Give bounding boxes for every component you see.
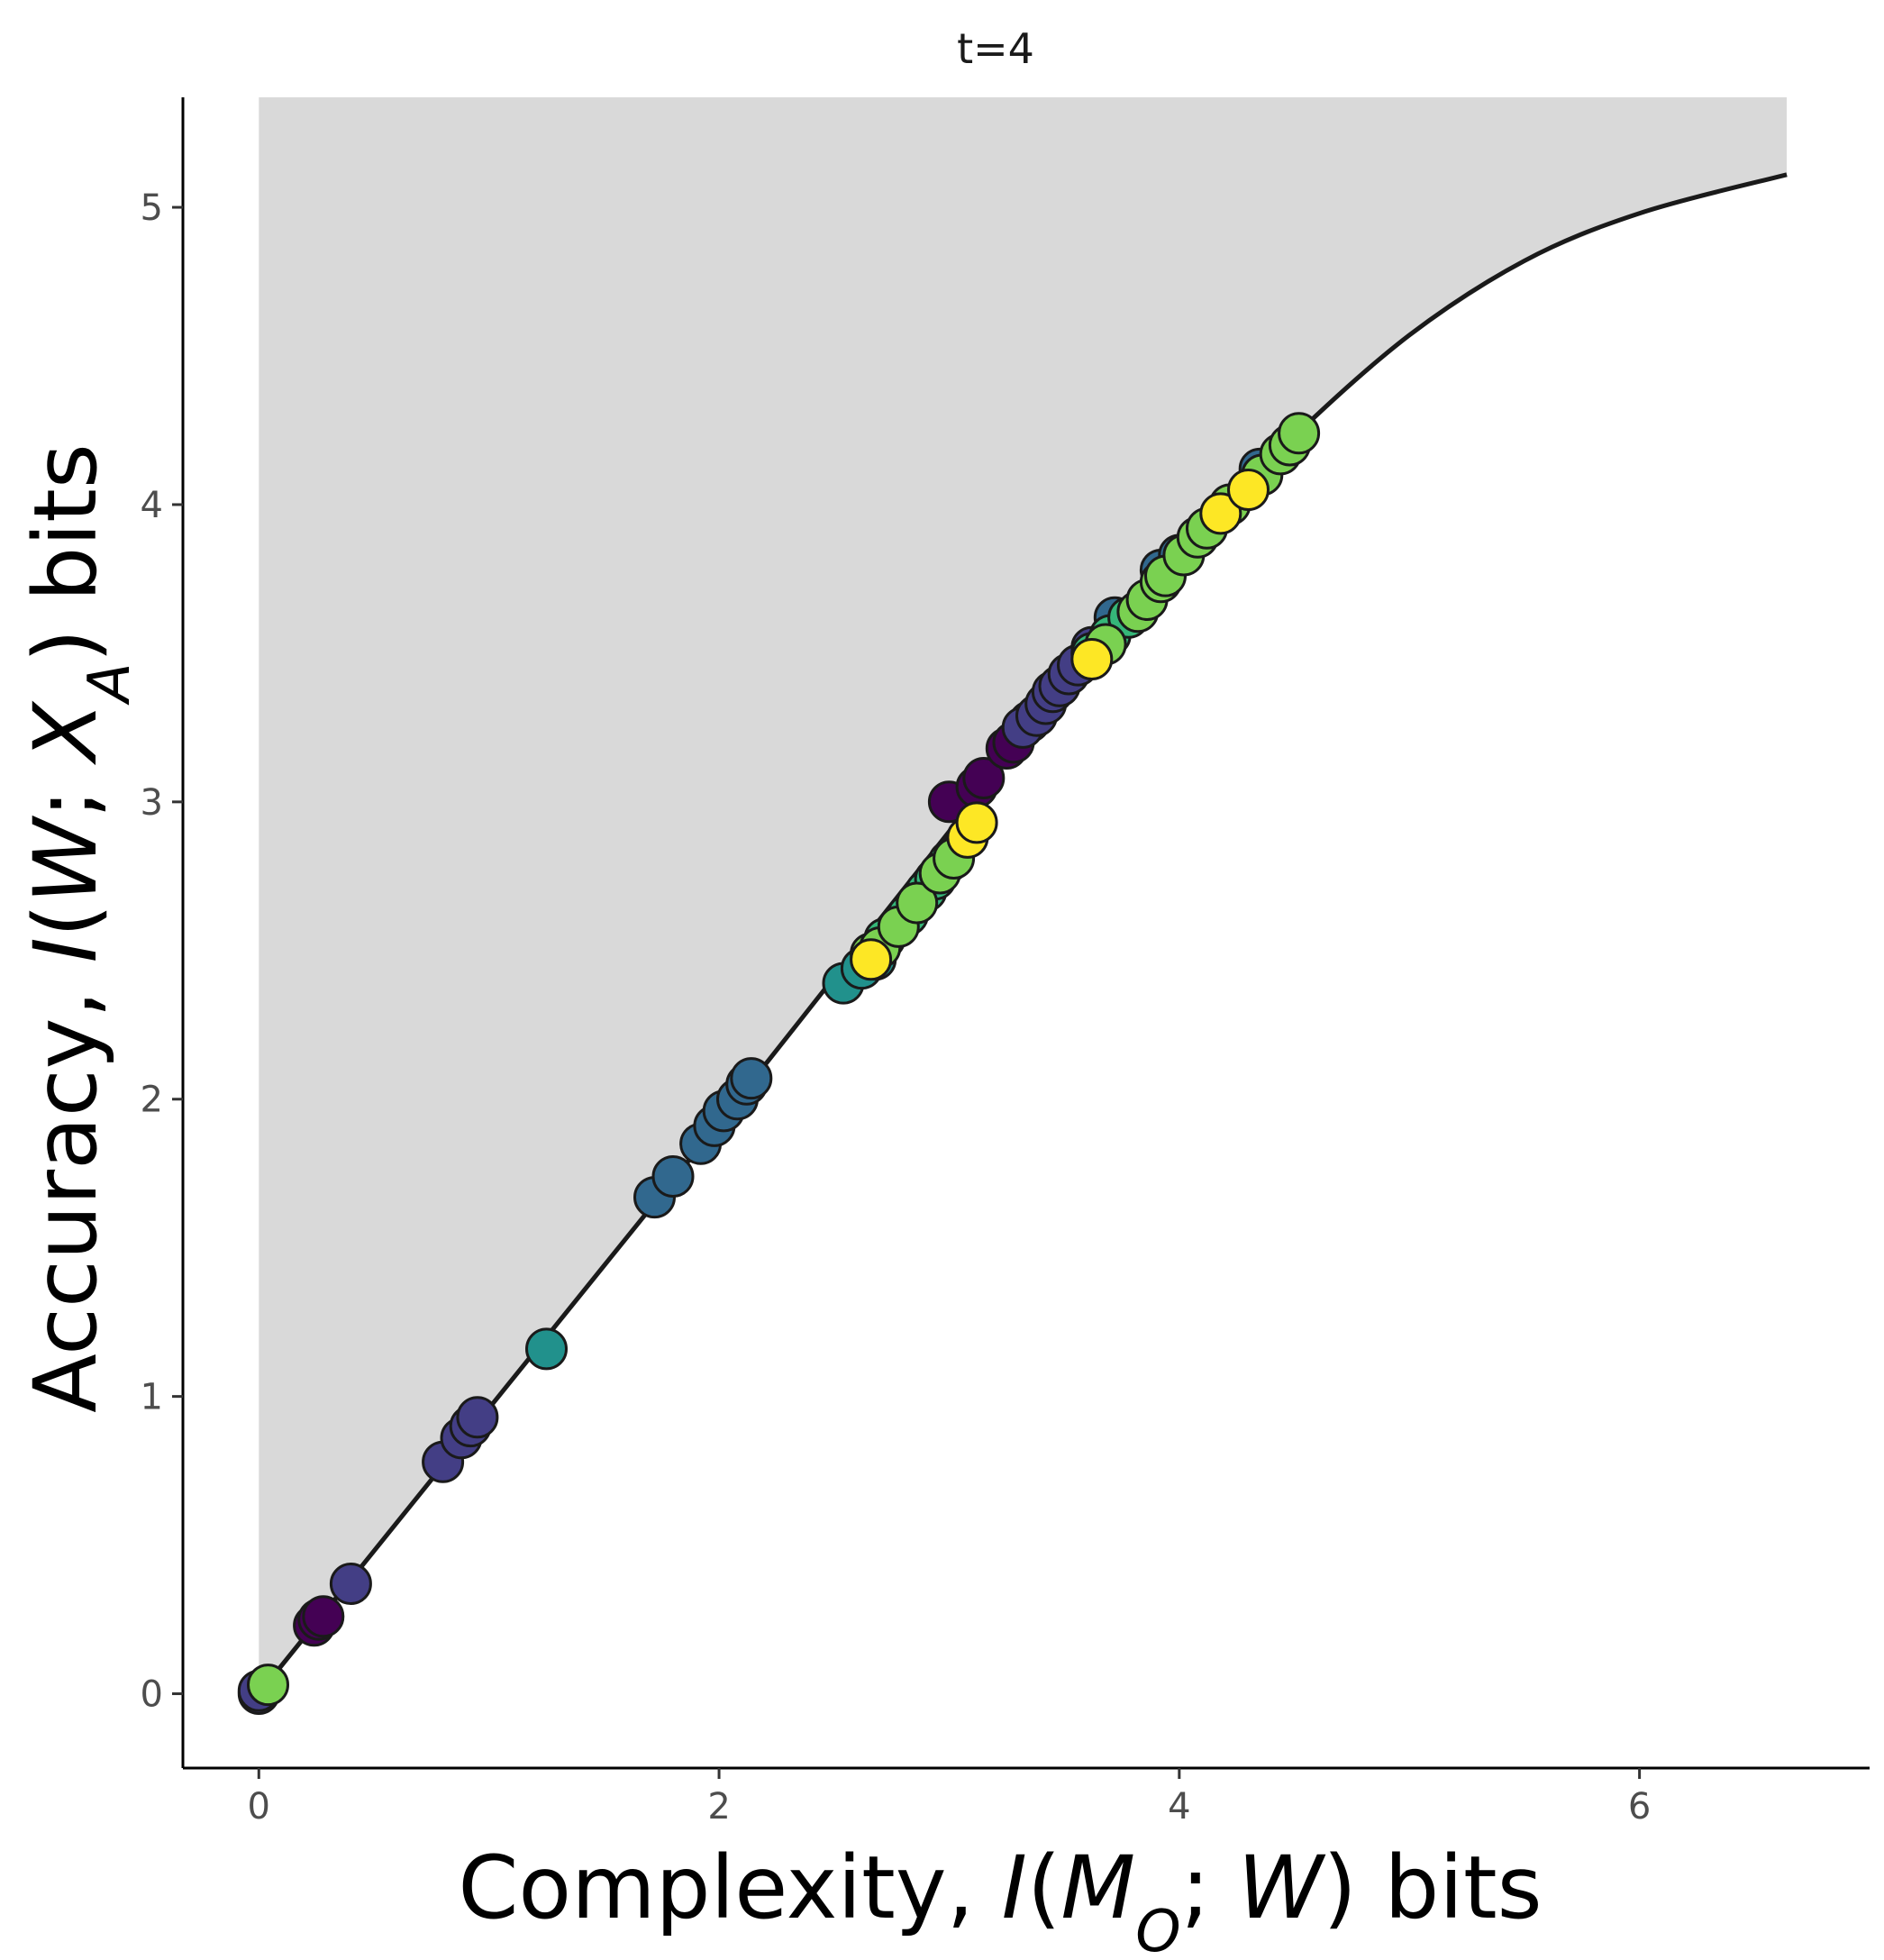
data-point [247,1664,289,1707]
data-point [896,881,939,925]
y-axis-ticks: 0 1 2 3 4 5 [141,187,183,1716]
data-point [955,801,998,844]
data-point [525,1327,568,1371]
x-axis-title: Complexity, I(MO; W) bits [458,1837,1542,1960]
data-point [1070,638,1114,680]
data-point [730,1057,773,1100]
feasible-region [259,97,1788,1694]
data-point [1227,469,1270,511]
axes: 0 2 4 6 0 1 2 3 4 5 [141,97,1870,1828]
data-point [456,1396,499,1439]
data-point [962,757,1006,799]
data-point [1199,492,1242,535]
x-tick-label: 2 [707,1786,730,1828]
x-axis-ticks: 0 2 4 6 [248,1768,1651,1828]
x-tick-label: 6 [1628,1786,1651,1828]
data-points [237,412,1321,1715]
x-tick-label: 0 [248,1786,270,1828]
data-point [329,1563,372,1605]
data-point [302,1595,345,1638]
data-point [1278,412,1321,455]
y-axis-title: Accuracy, I(W; XA) bits [15,443,143,1413]
panel-title: t=4 [957,24,1034,73]
plot-area [237,97,1788,1715]
y-tick-label: 0 [141,1674,163,1716]
y-tick-label: 3 [141,782,163,824]
data-point [850,938,893,981]
x-tick-label: 4 [1168,1786,1190,1828]
y-tick-label: 4 [141,485,163,526]
y-tick-label: 2 [141,1080,163,1121]
y-tick-label: 5 [141,187,163,229]
data-point [651,1155,695,1198]
y-tick-label: 1 [141,1377,163,1418]
